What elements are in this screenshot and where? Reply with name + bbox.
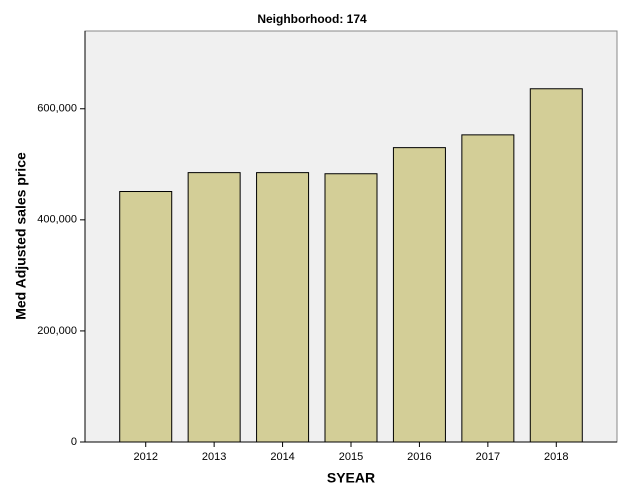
x-tick-label: 2014 [270,451,294,463]
x-tick-label: 2013 [202,451,226,463]
y-axis-title: Med Adjusted sales price [13,152,29,320]
y-tick-label: 600,000 [37,103,77,115]
x-tick-label: 2017 [476,451,500,463]
y-tick-label: 200,000 [37,325,77,337]
chart-title: Neighborhood: 174 [257,12,367,26]
bar [256,172,310,443]
bar [324,173,378,443]
bar [119,191,173,443]
bar [529,88,583,443]
bar [187,172,241,443]
y-tick-label: 0 [71,436,77,448]
x-tick-label: 2015 [339,451,363,463]
bar [461,134,515,443]
bar [392,147,446,443]
x-tick-label: 2018 [544,451,568,463]
x-tick-label: 2016 [407,451,431,463]
y-tick-label: 400,000 [37,214,77,226]
x-axis-title: SYEAR [327,470,375,486]
x-tick-label: 2012 [133,451,157,463]
